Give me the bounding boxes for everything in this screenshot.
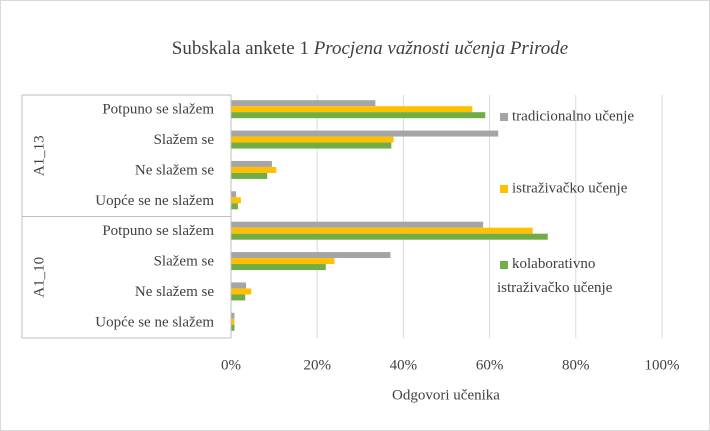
bar (231, 312, 235, 319)
x-tick-label: 40% (390, 357, 418, 373)
bar (231, 203, 238, 210)
legend-label: kolaborativno istraživačko učenje (497, 256, 613, 296)
x-tick-label: 100% (645, 357, 680, 373)
x-tick-label: 60% (476, 357, 504, 373)
group-label: A1_10 (31, 257, 47, 298)
bar (231, 191, 237, 198)
bar (231, 221, 484, 228)
x-tick-label: 80% (562, 357, 590, 373)
title-text: Subskala ankete 1 (172, 38, 309, 59)
bar (231, 166, 277, 173)
bar (231, 172, 268, 179)
category-label: Potpuno se slažem (102, 102, 214, 118)
bar (231, 258, 335, 265)
bar (231, 294, 246, 301)
bar (231, 227, 533, 234)
bar (231, 264, 326, 271)
bar (231, 197, 241, 204)
bar (231, 130, 499, 137)
chart-title: Subskala ankete 1 Procjena važnosti učen… (172, 38, 568, 59)
bar (231, 252, 391, 259)
category-label: Slažem se (154, 132, 215, 148)
legend-line: istraživačko učenje (497, 280, 613, 296)
legend-label: tradicionalno učenje (512, 108, 634, 124)
bar (231, 112, 486, 119)
bar (231, 100, 376, 107)
category-label: Uopće se ne slažem (95, 314, 214, 330)
bar (231, 288, 252, 295)
bar (231, 106, 473, 113)
bar (231, 136, 394, 143)
bar (231, 142, 392, 149)
bar (231, 318, 235, 325)
category-label: Potpuno se slažem (102, 223, 214, 239)
bar (231, 160, 272, 167)
category-label: Slažem se (154, 254, 215, 270)
category-label: Uopće se ne slažem (95, 193, 214, 209)
category-label: Ne slažem se (135, 162, 214, 178)
x-axis-title: Odgovori učenika (392, 387, 500, 403)
legend-swatch (500, 113, 508, 121)
legend-swatch (500, 261, 508, 269)
x-tick-label: 0% (221, 357, 241, 373)
legend-label: istraživačko učenje (512, 180, 628, 196)
group-label: A1_13 (31, 135, 47, 176)
bar (231, 233, 548, 240)
category-label: Ne slažem se (135, 284, 214, 300)
bar (231, 282, 247, 289)
bar (231, 324, 235, 331)
legend-swatch (500, 185, 508, 193)
legend-line: kolaborativno (512, 256, 595, 272)
x-tick-label: 20% (303, 357, 331, 373)
title-italic: Procjena važnosti učenja Prirode (313, 38, 569, 59)
